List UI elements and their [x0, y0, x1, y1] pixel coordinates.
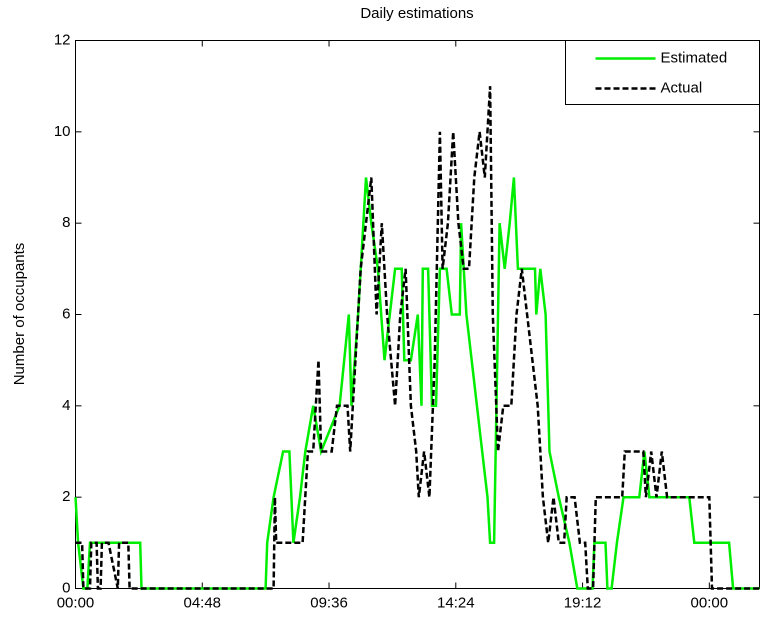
y-tick-label: 0: [62, 579, 70, 596]
x-tick-label: 04:48: [183, 594, 221, 611]
y-tick-label: 10: [54, 123, 71, 140]
x-tick-label: 19:12: [564, 594, 602, 611]
legend-label: Actual: [661, 79, 703, 96]
series-line: [75, 86, 760, 590]
y-axis-label: Number of occupants: [11, 243, 28, 386]
series-line: [74, 177, 760, 590]
x-tick-label: 00:00: [691, 594, 729, 611]
y-tick-label: 4: [62, 397, 70, 414]
x-tick-label: 09:36: [310, 594, 348, 611]
x-tick-label: 00:00: [57, 594, 95, 611]
legend-label: Estimated: [661, 49, 728, 66]
legend-box: [565, 40, 760, 105]
x-tick-label: 14:24: [437, 594, 475, 611]
y-tick-label: 12: [54, 31, 71, 48]
y-tick-label: 8: [62, 214, 70, 231]
y-tick-label: 6: [62, 305, 70, 322]
chart-title: Daily estimations: [360, 5, 473, 22]
y-tick-label: 2: [62, 488, 70, 505]
